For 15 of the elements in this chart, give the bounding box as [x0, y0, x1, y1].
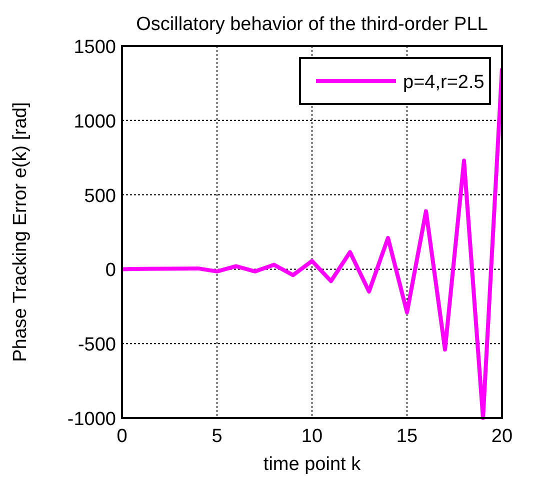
x-tick-label: 5: [212, 426, 222, 447]
y-tick-label: -1000: [67, 409, 116, 430]
legend-label: p=4,r=2.5: [403, 72, 484, 93]
line-series: [122, 66, 502, 420]
y-tick-label: 500: [84, 186, 116, 207]
y-tick-label: 1500: [74, 37, 116, 58]
x-tick-label: 10: [301, 426, 323, 447]
y-tick-label: -500: [78, 334, 116, 356]
x-tick-label: 15: [396, 426, 418, 447]
chart-title: Oscillatory behavior of the third-order PLL: [136, 14, 488, 35]
y-tick-label: 1000: [74, 111, 116, 132]
x-axis-title: time point k: [263, 454, 362, 475]
y-tick-label: 0: [105, 260, 116, 282]
x-tick-label: 20: [491, 426, 513, 447]
y-axis-title: Phase Tracking Error e(k) [rad]: [10, 102, 31, 362]
